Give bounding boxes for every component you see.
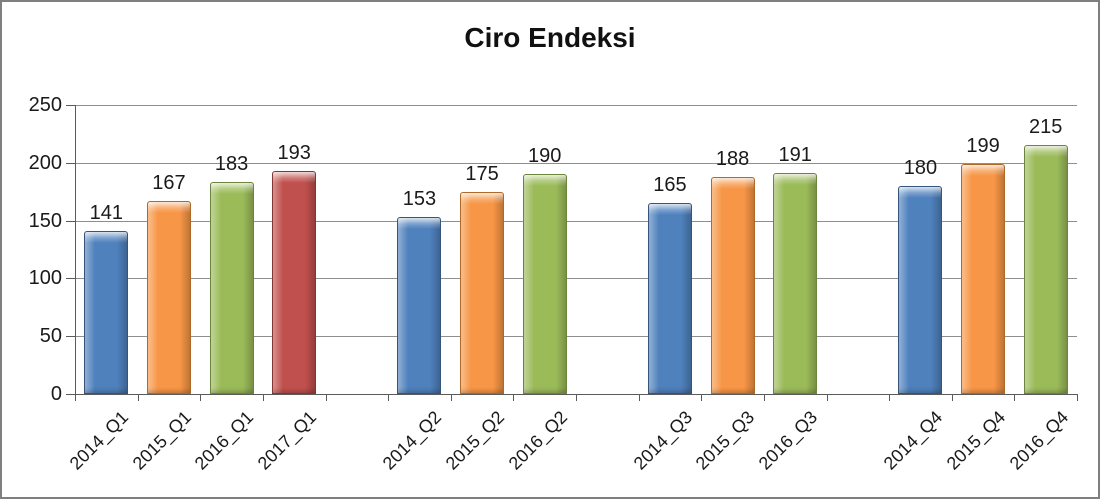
bar-2016_Q4 — [1023, 145, 1068, 394]
bar-2016_Q3 — [773, 173, 818, 394]
y-tick-label: 200 — [28, 151, 62, 174]
chart-title: Ciro Endeksi — [464, 22, 636, 53]
gridline-50 — [75, 336, 1077, 338]
x-tick-mark — [450, 394, 452, 401]
y-tick-mark — [66, 162, 75, 164]
y-tick-label: 100 — [28, 267, 62, 290]
x-tick-mark — [1014, 394, 1016, 401]
bar-value-label: 188 — [715, 147, 750, 170]
x-tick-label: 2015_Q2 — [441, 407, 509, 474]
gridline-200 — [75, 162, 1077, 164]
x-tick-mark — [826, 394, 828, 401]
bar-2014_Q1 — [84, 231, 129, 394]
bar-value-label: 193 — [277, 141, 311, 164]
y-tick-mark — [66, 394, 75, 395]
x-tick-mark — [576, 394, 577, 401]
bar-value-label: 180 — [903, 156, 938, 179]
x-tick-mark — [388, 394, 390, 401]
x-tick-label: 2016_Q3 — [754, 407, 822, 474]
bar-2014_Q4 — [898, 185, 943, 394]
x-tick-label: 2016_Q4 — [1005, 407, 1072, 474]
x-tick-mark — [763, 394, 765, 401]
bar-2015_Q4 — [961, 163, 1006, 394]
y-tick-mark — [66, 105, 75, 106]
x-tick-label: 2016_Q2 — [504, 407, 571, 474]
x-tick-mark — [1077, 394, 1078, 401]
y-tick-label: 0 — [50, 383, 62, 405]
x-tick-label: 2014_Q1 — [65, 407, 133, 474]
bar-2014_Q3 — [647, 203, 692, 394]
bar-value-label: 183 — [214, 153, 249, 176]
x-tick-mark — [701, 394, 703, 401]
x-tick-mark — [325, 394, 327, 401]
bar-value-label: 175 — [465, 162, 499, 185]
x-tick-label: 2014_Q2 — [379, 407, 446, 474]
bar-value-label: 153 — [402, 188, 437, 211]
bar-value-label: 141 — [89, 202, 123, 224]
y-tick-label: 150 — [28, 209, 62, 232]
bar-value-label: 190 — [528, 145, 562, 168]
x-tick-mark — [262, 394, 264, 401]
x-tick-mark — [638, 394, 640, 401]
x-tick-label: 2017_Q1 — [253, 407, 321, 474]
x-tick-label: 2016_Q1 — [191, 407, 258, 474]
y-tick-mark — [66, 336, 75, 338]
y-tick-mark — [66, 278, 75, 280]
gridline-150 — [75, 220, 1077, 222]
x-tick-label: 2015_Q1 — [128, 407, 196, 474]
y-axis-line — [75, 105, 76, 395]
bar-2016_Q2 — [522, 174, 567, 394]
bar-2017_Q1 — [272, 170, 317, 394]
gridline-250 — [75, 105, 1077, 106]
bar-value-label: 199 — [966, 134, 1000, 157]
x-tick-label: 2014_Q4 — [880, 407, 947, 474]
x-tick-mark — [200, 394, 202, 401]
x-axis-line — [75, 394, 1077, 395]
bar-2015_Q1 — [146, 200, 191, 394]
bar-2016_Q1 — [209, 182, 254, 394]
x-tick-mark — [137, 394, 139, 401]
bar-2015_Q3 — [710, 176, 755, 394]
x-tick-label: 2015_Q3 — [692, 407, 759, 474]
bar-2014_Q2 — [397, 217, 442, 394]
x-tick-mark — [889, 394, 891, 401]
gridline-100 — [75, 278, 1077, 280]
x-tick-mark — [513, 394, 515, 401]
bar-value-label: 167 — [152, 171, 186, 194]
bar-value-label: 165 — [653, 174, 687, 197]
y-tick-label: 250 — [28, 94, 62, 116]
y-tick-mark — [66, 220, 75, 222]
y-tick-label: 50 — [39, 325, 62, 348]
x-tick-mark — [951, 394, 953, 401]
x-tick-label: 2015_Q4 — [942, 407, 1010, 474]
x-tick-label: 2014_Q3 — [629, 407, 697, 474]
x-tick-mark — [75, 394, 76, 401]
bar-value-label: 215 — [1029, 116, 1063, 139]
bar-value-label: 191 — [778, 144, 812, 167]
bar-2015_Q2 — [460, 191, 505, 394]
